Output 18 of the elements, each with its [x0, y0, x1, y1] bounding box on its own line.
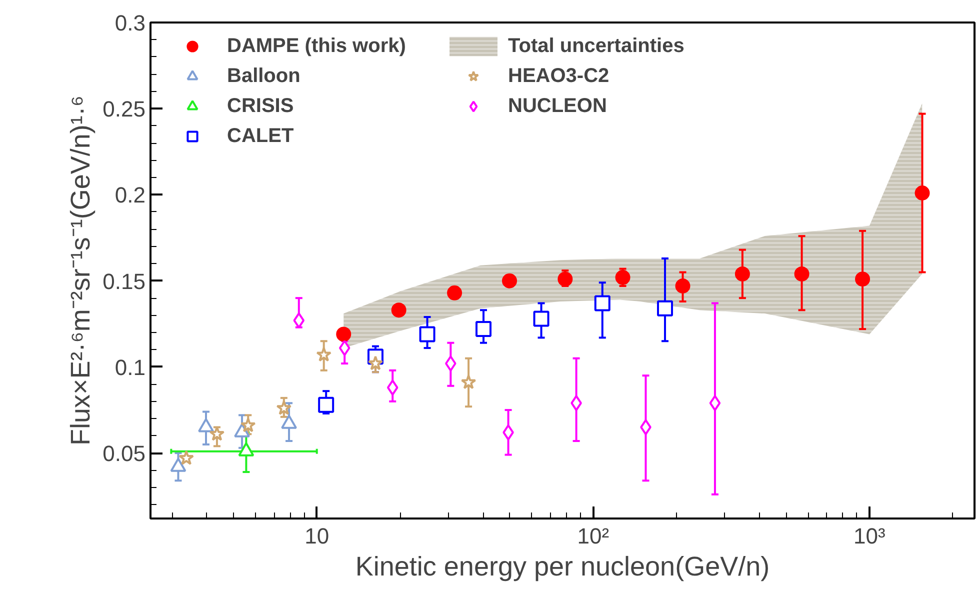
y-tick-label: 0.25 [102, 96, 146, 122]
y-axis-title: Flux×E²·⁶m⁻²sr⁻¹s⁻¹(GeV/n)¹·⁶ [66, 96, 96, 446]
y-tick-label: 0.1 [114, 354, 146, 380]
legend-label: CRISIS [227, 94, 295, 118]
legend-label: DAMPE (this work) [227, 34, 407, 58]
y-tick-label: 0.15 [102, 268, 146, 294]
y-tick-label: 0.05 [102, 441, 146, 466]
x-tick-label: 10² [577, 524, 610, 548]
legend-label: NUCLEON [508, 94, 608, 118]
legend-label: Balloon [227, 64, 302, 88]
x-tick-label: 10 [304, 524, 330, 548]
y-tick-label: 0.2 [114, 182, 146, 208]
legend-label: HEAO3-C2 [508, 64, 610, 88]
y-tick-label: 0.3 [114, 10, 146, 36]
legend-label: Total uncertainties [508, 34, 686, 58]
x-axis-title: Kinetic energy per nucleon(GeV/n) [355, 552, 770, 582]
x-tick-label: 10³ [854, 524, 886, 548]
legend-label: CALET [227, 124, 295, 148]
